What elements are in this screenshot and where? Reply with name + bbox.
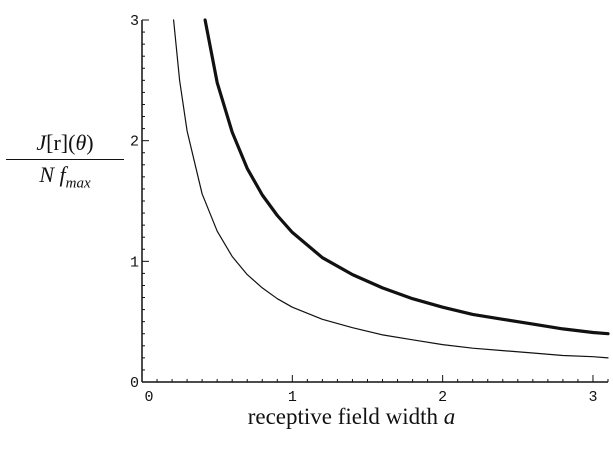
y-label-denominator-base: N f — [39, 162, 66, 187]
y-axis-label-numerator: J[r](θ) — [6, 130, 124, 160]
x-tick-label: 1 — [288, 389, 297, 406]
series-line-thin — [173, 19, 609, 359]
series-lines — [173, 18, 610, 359]
axes — [141, 20, 608, 383]
y-tick-label: 0 — [130, 375, 139, 392]
series-line-thick — [203, 18, 610, 336]
y-label-paren: ) — [86, 130, 94, 155]
tick-labels: 0 1 2 3 0 1 2 3 — [130, 13, 597, 406]
x-tick-label: 3 — [588, 389, 597, 406]
y-label-symbol: J — [36, 130, 47, 155]
x-axis-label-text: receptive field width — [247, 404, 439, 429]
x-axis-label-variable: a — [443, 404, 456, 429]
y-tick-label: 3 — [130, 13, 139, 30]
y-tick-label: 2 — [130, 134, 139, 151]
y-axis-label-denominator: N fmax — [6, 160, 124, 192]
y-tick-label: 1 — [130, 254, 139, 271]
y-label-bracket: [r]( — [46, 130, 76, 155]
x-tick-label: 2 — [438, 389, 447, 406]
y-label-denominator-subscript: max — [65, 175, 91, 192]
x-axis-label: receptive field width a — [0, 404, 613, 430]
y-axis-label: J[r](θ) N fmax — [6, 130, 124, 192]
tick-marks — [141, 19, 609, 383]
x-tick-label: 0 — [144, 389, 153, 406]
y-label-theta: θ — [75, 130, 87, 155]
